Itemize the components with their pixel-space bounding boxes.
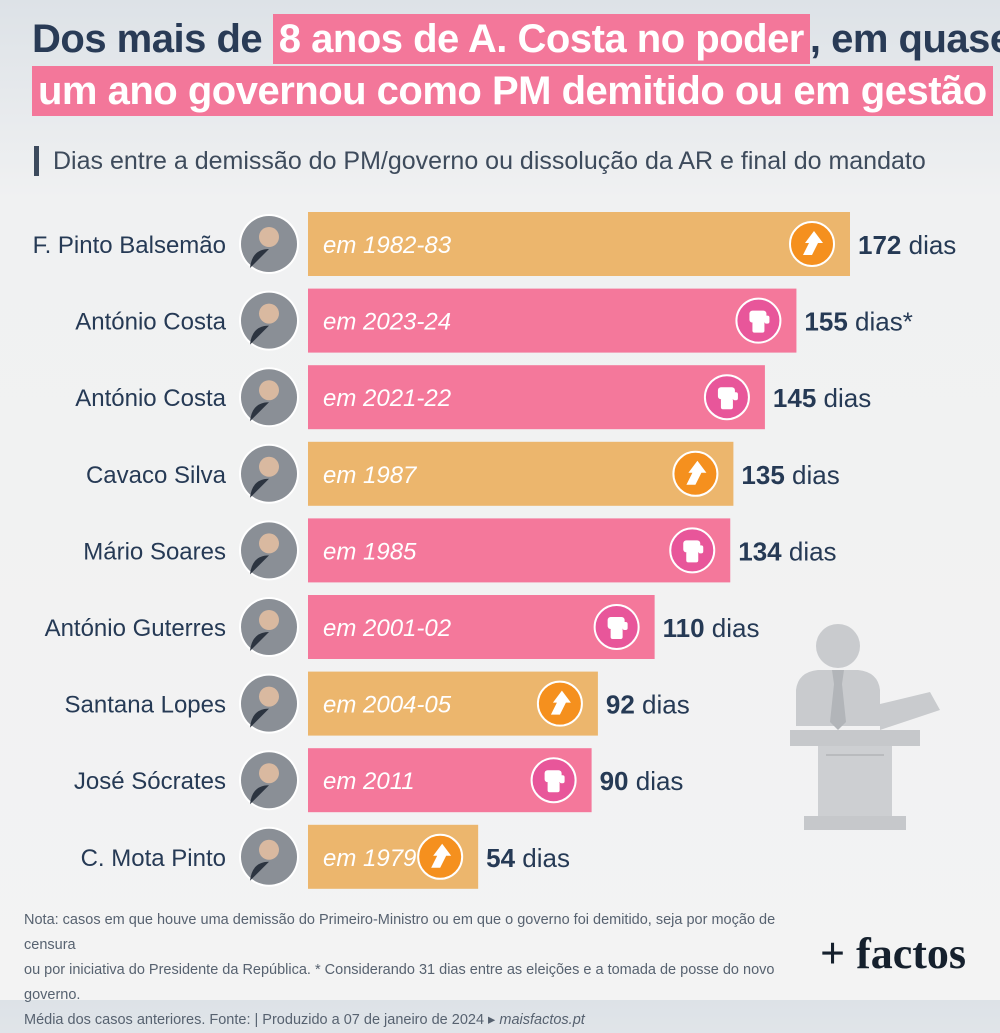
value-label: 135 dias [741,460,839,490]
bar [308,288,797,353]
fist-icon [669,527,716,574]
bar-period-label: em 2021-22 [323,385,451,412]
portrait-avatar [239,367,299,428]
brand-logo: + factos [820,929,967,978]
category-label: F. Pinto Balsemão [33,232,226,259]
bar [308,365,765,430]
portrait-avatar [239,597,299,657]
fist-icon [735,297,782,344]
title-highlight: 8 anos de A. Costa no poder [272,14,810,64]
footnote-line-3: Média dos casos anteriores. Fonte: | Pro… [24,1008,824,1033]
footnote-line-2: ou por iniciativa do Presidente da Repúb… [24,962,775,1003]
bar-period-label: em 1985 [323,538,417,565]
portrait-avatar [239,443,299,504]
category-label: António Guterres [45,615,226,642]
portrait-avatar [239,673,299,734]
value-label: 145 dias [773,383,871,413]
category-label: António Costa [75,309,226,336]
bar [308,518,731,583]
title-line-2: um ano governou como PM demitido ou em g… [32,66,993,118]
category-label: António Costa [75,385,226,412]
title-line-2-text: um ano governou como PM demitido ou em g… [32,66,993,116]
bar-period-label: em 2001-02 [323,615,451,642]
fist-icon [530,757,577,804]
footnote-source: Média dos casos anteriores. Fonte: [24,1012,251,1028]
value-label: 110 dias [663,613,760,643]
category-label: Santana Lopes [65,692,226,719]
portrait-avatar [239,214,299,274]
bar [308,212,850,276]
arrow-icon [789,221,835,267]
bar [308,441,734,506]
chart-title: Dos mais de 8 anos de A. Costa no poder,… [32,14,1000,118]
bar-period-label: em 1979 [323,845,416,872]
category-label: Mário Soares [83,538,226,565]
value-label: 90 dias [600,766,684,796]
portrait-avatar [239,750,299,811]
value-label: 155 dias* [804,307,912,337]
arrow-icon [417,833,464,880]
arrow-icon [536,680,583,727]
footnote: Nota: casos em que houve uma demissão do… [24,908,824,1033]
podium-speaker-icon [790,624,940,830]
bar-period-label: em 1987 [323,462,418,489]
title-line-1: Dos mais de 8 anos de A. Costa no poder,… [32,14,1000,66]
fist-icon [593,604,640,650]
title-part-a: Dos mais de [32,17,263,61]
arrow-icon [672,450,719,497]
portrait-avatar [239,520,299,581]
bar-period-label: em 2004-05 [323,692,452,719]
portrait-avatar [239,290,299,351]
category-label: Cavaco Silva [86,462,227,489]
title-part-c: , em quase [809,17,1000,61]
bar-period-label: em 2023-24 [323,309,451,336]
value-label: 54 dias [486,843,570,873]
bar-chart: F. Pinto Balsemão em 1982-83 172 dias Antón… [33,212,956,889]
chart-subtitle: Dias entre a demissão do PM/governo ou d… [34,146,926,176]
category-label: José Sócrates [74,768,226,795]
value-label: 134 dias [738,536,836,566]
footnote-produced: | Produzido a 07 de janeiro de 2024 ▸ [254,1012,496,1028]
bar-period-label: em 1982-83 [323,232,452,259]
value-label: 92 dias [606,690,690,720]
category-label: C. Mota Pinto [81,845,226,872]
footnote-line-1: Nota: casos em que houve uma demissão do… [24,912,776,953]
portrait-avatar [239,826,299,887]
fist-icon [703,374,750,421]
footnote-site: maisfactos.pt [499,1012,585,1028]
bar-period-label: em 2011 [323,768,415,795]
value-label: 172 dias [858,230,956,260]
